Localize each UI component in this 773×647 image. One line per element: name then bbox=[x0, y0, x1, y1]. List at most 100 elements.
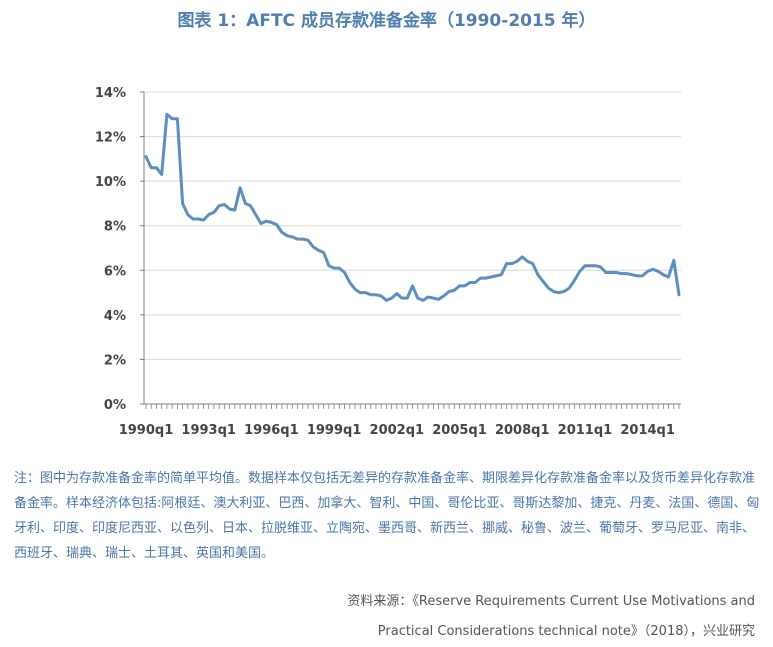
data-point bbox=[364, 291, 367, 294]
x-tick-label: 1999q1 bbox=[307, 423, 362, 438]
data-point bbox=[505, 262, 508, 265]
y-tick-label: 14% bbox=[95, 86, 126, 101]
data-point bbox=[374, 293, 377, 296]
data-point bbox=[468, 281, 471, 284]
data-point bbox=[286, 234, 289, 237]
data-point bbox=[432, 297, 435, 300]
data-point bbox=[192, 218, 195, 221]
y-tick-label: 2% bbox=[104, 353, 126, 368]
data-point bbox=[202, 219, 205, 222]
data-point bbox=[599, 265, 602, 268]
data-point bbox=[312, 245, 315, 248]
data-point bbox=[531, 262, 534, 265]
y-tick-label: 12% bbox=[95, 131, 126, 146]
data-point bbox=[474, 281, 477, 284]
data-point bbox=[317, 249, 320, 252]
data-point bbox=[259, 222, 262, 225]
data-point bbox=[594, 264, 597, 267]
data-point bbox=[212, 211, 215, 214]
data-point bbox=[557, 291, 560, 294]
data-point bbox=[275, 223, 278, 226]
data-point bbox=[165, 113, 168, 116]
data-point bbox=[573, 279, 576, 282]
source-line-1: 资料来源：《Reserve Requirements Current Use M… bbox=[347, 594, 755, 609]
y-axis: 0% 2% 4% 6% 8% 10% 12% 14% bbox=[95, 86, 145, 413]
data-point bbox=[186, 213, 189, 216]
data-point bbox=[181, 202, 184, 205]
data-point bbox=[249, 204, 252, 207]
x-tick-label: 2002q1 bbox=[370, 423, 425, 438]
data-point bbox=[484, 277, 487, 280]
data-point bbox=[678, 293, 681, 296]
x-axis: 1990q1 1993q1 1996q1 1999q1 2002q1 2005q1 2008… bbox=[119, 403, 681, 438]
data-point bbox=[228, 208, 231, 211]
data-point bbox=[155, 166, 158, 169]
gridlines bbox=[144, 91, 681, 360]
chart-svg: 0%2%4%6%8%10%12%14% 1990q1 1993q1 1996q1 19… bbox=[95, 86, 681, 438]
data-point bbox=[385, 299, 388, 302]
data-point bbox=[516, 260, 519, 263]
data-point bbox=[244, 202, 247, 205]
data-point bbox=[437, 298, 440, 301]
data-point bbox=[406, 297, 409, 300]
data-point bbox=[589, 264, 592, 267]
data-point bbox=[427, 296, 430, 299]
chart-note: 注：图中为存款准备金率的简单平均值。数据样本仅包括无差异的存款准备金率、期限差异… bbox=[14, 471, 760, 561]
data-point bbox=[542, 280, 545, 283]
data-point bbox=[327, 264, 330, 267]
data-point bbox=[610, 271, 613, 274]
x-tick-label: 1996q1 bbox=[244, 423, 299, 438]
x-tick-label: 2011q1 bbox=[558, 423, 613, 438]
data-point bbox=[338, 267, 341, 270]
data-point bbox=[625, 272, 628, 275]
data-point bbox=[500, 273, 503, 276]
data-point bbox=[463, 284, 466, 287]
data-point bbox=[233, 209, 236, 212]
data-point bbox=[218, 204, 221, 207]
data-point bbox=[239, 186, 242, 189]
data-point bbox=[453, 289, 456, 292]
data-point bbox=[359, 291, 362, 294]
data-point bbox=[547, 287, 550, 290]
data-point bbox=[343, 271, 346, 274]
source-line-2: Practical Considerations technical note》… bbox=[377, 624, 755, 639]
data-point bbox=[636, 274, 639, 277]
data-point bbox=[395, 292, 398, 295]
data-point bbox=[401, 297, 404, 300]
data-point bbox=[421, 299, 424, 302]
data-point bbox=[630, 273, 633, 276]
chart-title: 图表 1：AFTC 成员存款准备金率（1990-2015 年） bbox=[177, 11, 596, 31]
x-tick-label: 1990q1 bbox=[119, 423, 174, 438]
data-point bbox=[521, 255, 524, 258]
data-point bbox=[296, 238, 299, 241]
data-point bbox=[620, 272, 623, 275]
series-line bbox=[144, 112, 681, 302]
data-point bbox=[270, 221, 273, 224]
data-point bbox=[442, 294, 445, 297]
data-point bbox=[369, 293, 372, 296]
data-point bbox=[458, 284, 461, 287]
data-point bbox=[489, 275, 492, 278]
data-point bbox=[651, 268, 654, 271]
data-point bbox=[536, 273, 539, 276]
data-point bbox=[160, 173, 163, 176]
data-point bbox=[667, 275, 670, 278]
data-point bbox=[171, 117, 174, 120]
data-point bbox=[348, 281, 351, 284]
data-point bbox=[552, 290, 555, 293]
data-point bbox=[150, 166, 153, 169]
data-point bbox=[568, 287, 571, 290]
x-tick-label: 1993q1 bbox=[181, 423, 236, 438]
data-point bbox=[526, 260, 529, 263]
data-point bbox=[254, 213, 257, 216]
data-point bbox=[197, 218, 200, 221]
y-tick-label: 4% bbox=[104, 309, 126, 324]
x-tick-label: 2005q1 bbox=[432, 423, 487, 438]
data-point bbox=[646, 270, 649, 273]
source-citation: 资料来源：《Reserve Requirements Current Use M… bbox=[347, 587, 755, 647]
data-point bbox=[641, 274, 644, 277]
data-point bbox=[354, 288, 357, 291]
x-tick-label: 2008q1 bbox=[495, 423, 550, 438]
data-point bbox=[411, 284, 414, 287]
data-point bbox=[448, 290, 451, 293]
